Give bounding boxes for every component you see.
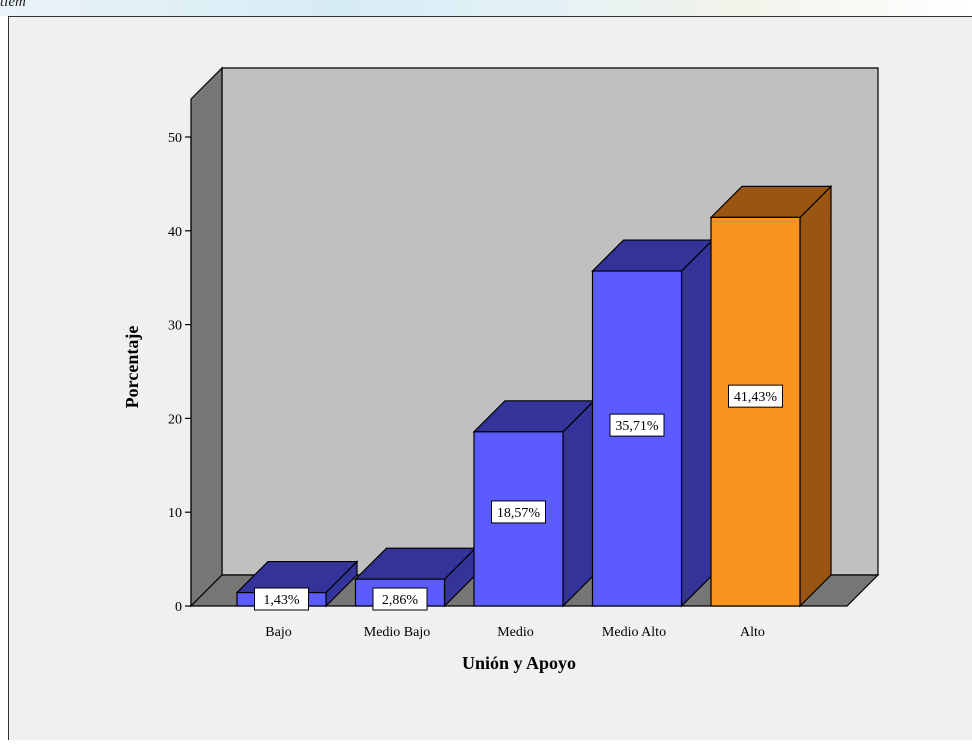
data-label-box (491, 500, 546, 524)
top-banner (0, 0, 972, 16)
data-label: 35,71% (615, 419, 659, 434)
data-label-box (372, 587, 428, 611)
data-label-box (254, 587, 309, 611)
bar-alto (710, 216, 801, 607)
data-label-box (609, 413, 665, 437)
x-tick-label: Medio Alto (602, 625, 666, 640)
x-axis-title: Unión y Apoyo (462, 653, 576, 673)
x-tick-label: Medio (497, 625, 534, 640)
data-label: 18,57% (497, 506, 541, 521)
y-tick-label: 40 (168, 225, 182, 240)
data-label: 1,43% (263, 593, 300, 608)
y-tick-label: 30 (168, 319, 182, 334)
bar-medio-alto (591, 270, 683, 607)
y-tick-label: 20 (168, 412, 182, 427)
caption-fragment: tiem (0, 0, 26, 10)
y-tick-label: 0 (175, 600, 182, 615)
side-wall (190, 66, 223, 608)
y-tick-label: 10 (168, 506, 182, 521)
data-label: 41,43% (734, 390, 778, 405)
bar-side-face (680, 238, 714, 608)
bar-chart-3d: 0 10 20 30 40 50 1,43% 2,86% 18,57% 35,71% 41,43%… (122, 66, 880, 673)
x-tick-label: Alto (740, 625, 765, 640)
bar-side-face (799, 184, 832, 608)
chart-window: 0 10 20 30 40 50 1,43% 2,86% 18,57% 35,71% 41,43%… (8, 16, 972, 740)
x-tick-label: Medio Bajo (364, 625, 431, 640)
bar-side-face (562, 399, 595, 608)
data-label-box (728, 384, 783, 408)
data-label: 2,86% (382, 593, 419, 608)
y-axis-title: Porcentaje (122, 326, 142, 409)
x-tick-label: Bajo (265, 625, 291, 640)
y-tick-label: 50 (168, 131, 182, 146)
